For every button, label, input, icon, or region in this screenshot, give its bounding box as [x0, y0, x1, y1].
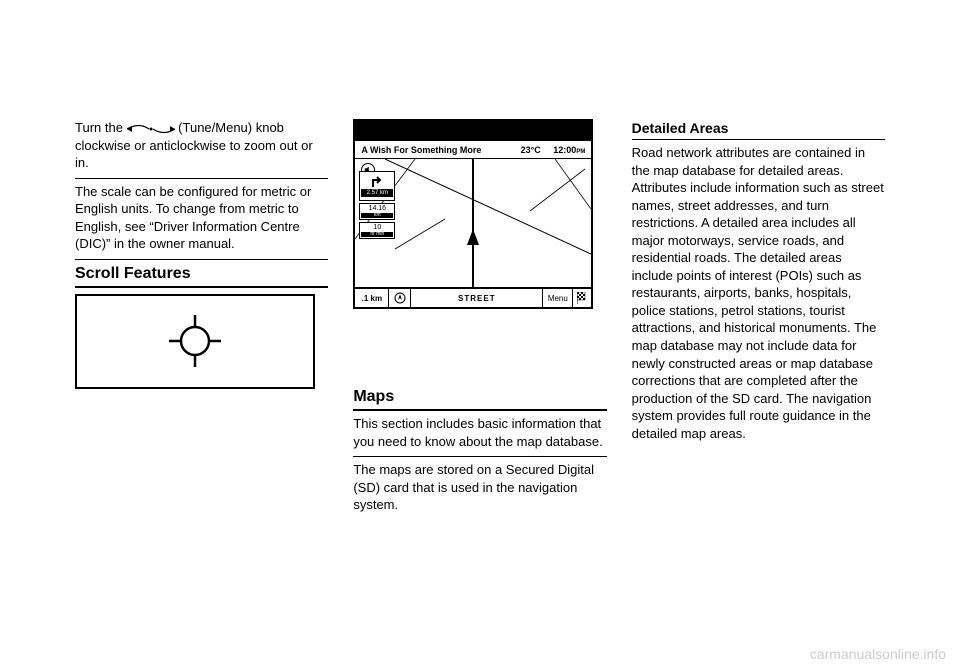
nav-bottom-bar: .1 km STREET Menu [355, 287, 591, 307]
nav-turn-dist: 2.57 km [361, 189, 393, 198]
tune-menu-knob-icon [127, 124, 175, 134]
nav-street: STREET [411, 289, 543, 307]
nav-compass-icon [389, 289, 411, 307]
zoom-text-prefix: Turn the [75, 120, 127, 135]
figure-crosshair [75, 294, 315, 389]
watermark: carmanualsonline.info [810, 646, 946, 662]
nav-turn-box: 2.57 km [359, 171, 395, 201]
nav-top-black-bar [355, 121, 591, 141]
nav-flag-icon [573, 289, 591, 307]
nav-scale: .1 km [355, 289, 389, 307]
nav-dist-box: 14.16 km [359, 203, 395, 220]
nav-left-info-boxes: 2.57 km 14.16 km 10 hr min [359, 171, 395, 239]
nav-time: 12:00 [553, 145, 576, 155]
nav-title-right: 23°C 12:00PM [521, 145, 586, 155]
column-3: Detailed Areas Road network attributes a… [632, 115, 885, 520]
page-content: Turn the (Tune/Menu) knob clockwise or a… [75, 115, 885, 520]
nav-time-box: 10 hr min [359, 222, 395, 239]
column-1: Turn the (Tune/Menu) knob clockwise or a… [75, 115, 328, 520]
para-detailed-areas: Road network attributes are contained in… [632, 140, 885, 448]
nav-menu: Menu [543, 289, 573, 307]
para-scale-units: The scale can be configured for metric o… [75, 179, 328, 260]
nav-temp: 23°C [521, 145, 541, 155]
nav-time-unit: hr min [361, 232, 393, 238]
heading-maps: Maps [353, 383, 606, 411]
nav-time-ampm: PM [576, 149, 585, 155]
heading-scroll-features: Scroll Features [75, 260, 328, 288]
spacer [353, 313, 606, 383]
nav-song-title: A Wish For Something More [361, 145, 481, 155]
para-maps-sd: The maps are stored on a Secured Digital… [353, 457, 606, 520]
para-zoom: Turn the (Tune/Menu) knob clockwise or a… [75, 115, 328, 179]
nav-dist-unit: km [361, 213, 393, 219]
crosshair-icon [167, 313, 223, 369]
heading-detailed-areas: Detailed Areas [632, 115, 885, 140]
nav-title-bar: A Wish For Something More 23°C 12:00PM [355, 141, 591, 159]
para-maps-intro: This section includes basic information … [353, 411, 606, 457]
figure-nav-screen: A Wish For Something More 23°C 12:00PM [353, 119, 593, 309]
column-2: A Wish For Something More 23°C 12:00PM [353, 115, 606, 520]
